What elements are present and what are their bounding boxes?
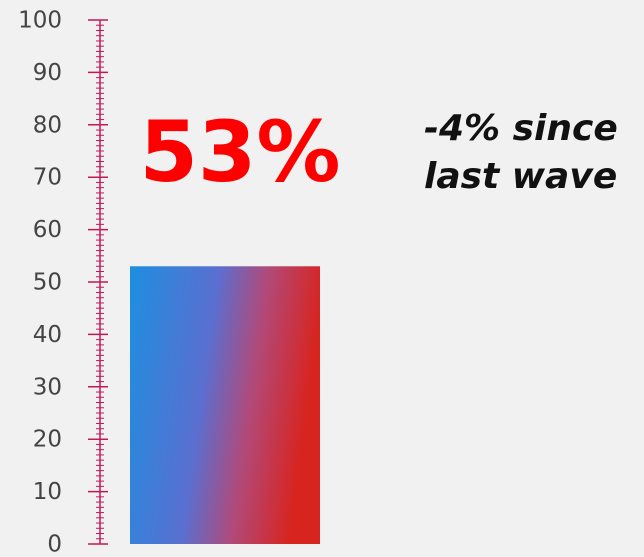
- y-tick-label: 30: [33, 374, 62, 400]
- y-tick-label: 10: [33, 479, 62, 505]
- y-tick-label: 60: [33, 217, 62, 243]
- bar-image: [130, 266, 320, 544]
- y-tick-label: 0: [47, 532, 62, 557]
- annotation: -4% since last wave: [424, 108, 618, 197]
- y-tick-label: 90: [33, 60, 62, 86]
- value-label: 53%: [139, 103, 340, 201]
- y-tick-label: 70: [33, 165, 62, 191]
- y-tick-label: 20: [33, 427, 62, 453]
- y-tick-label: 80: [33, 112, 62, 138]
- y-tick-label: 100: [18, 8, 62, 34]
- y-tick-label: 40: [33, 322, 62, 348]
- y-tick-label: 50: [33, 270, 62, 296]
